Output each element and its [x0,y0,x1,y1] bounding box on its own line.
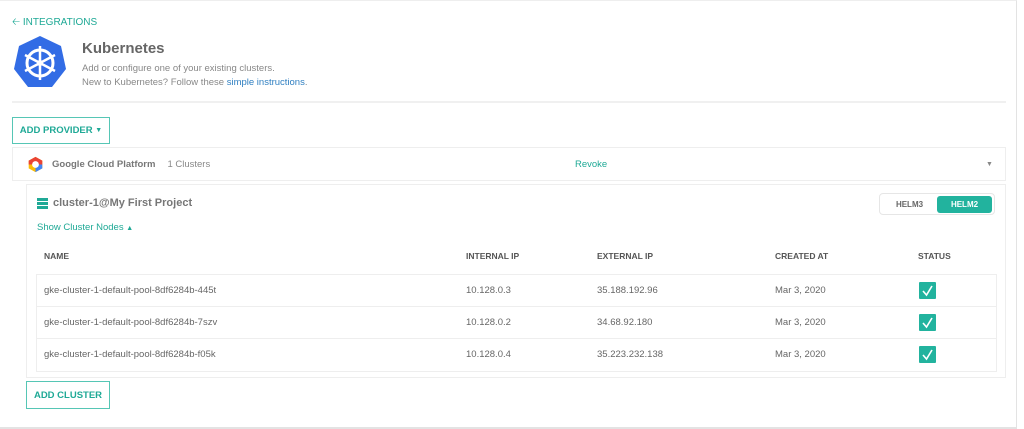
col-name: NAME [44,251,70,261]
col-external-ip: EXTERNAL IP [597,251,654,261]
arrow-left-icon: 🡠 [12,17,23,28]
nodes-table: gke-cluster-1-default-pool-8df6284b-445t… [36,274,997,372]
simple-instructions-link[interactable]: simple instructions [226,77,305,88]
caret-down-icon: ▼ [95,127,103,134]
cluster-panel: cluster-1@My First Project HELM3 HELM2 S… [26,184,1006,378]
page-description: Add or configure one of your existing cl… [82,63,308,88]
divider [12,101,1006,103]
helm2-option[interactable]: HELM2 [937,195,992,213]
server-icon [37,198,48,209]
cluster-title: cluster-1@My First Project [53,197,193,209]
caret-down-icon[interactable]: ▼ [986,160,993,168]
status-check-icon [919,282,936,299]
status-check-icon [919,346,936,363]
back-link[interactable]: 🡠 INTEGRATIONS [12,17,98,28]
provider-name: Google Cloud Platform [52,158,156,170]
add-provider-button[interactable]: ADD PROVIDER ▼ [12,117,110,144]
provider-row[interactable]: Google Cloud Platform 1 Clusters Revoke … [12,147,1006,181]
show-cluster-nodes-toggle[interactable]: Show Cluster Nodes ▲ [37,222,134,233]
helm-toggle: HELM3 HELM2 [879,193,995,215]
col-internal-ip: INTERNAL IP [466,251,520,261]
table-row: gke-cluster-1-default-pool-8df6284b-f05k… [37,339,996,371]
cluster-count: 1 Clusters [167,158,211,170]
table-row: gke-cluster-1-default-pool-8df6284b-7szv… [37,307,996,339]
col-status: STATUS [918,251,951,261]
table-row: gke-cluster-1-default-pool-8df6284b-445t… [37,275,996,307]
caret-up-icon: ▲ [126,225,134,232]
kubernetes-logo [14,36,66,87]
revoke-link[interactable]: Revoke [575,158,608,170]
col-created-at: CREATED AT [775,251,829,261]
helm3-option[interactable]: HELM3 [895,199,924,209]
status-check-icon [919,314,936,331]
add-cluster-button[interactable]: ADD CLUSTER [26,381,110,409]
gcp-icon [28,156,43,172]
page-title: Kubernetes [82,40,165,57]
